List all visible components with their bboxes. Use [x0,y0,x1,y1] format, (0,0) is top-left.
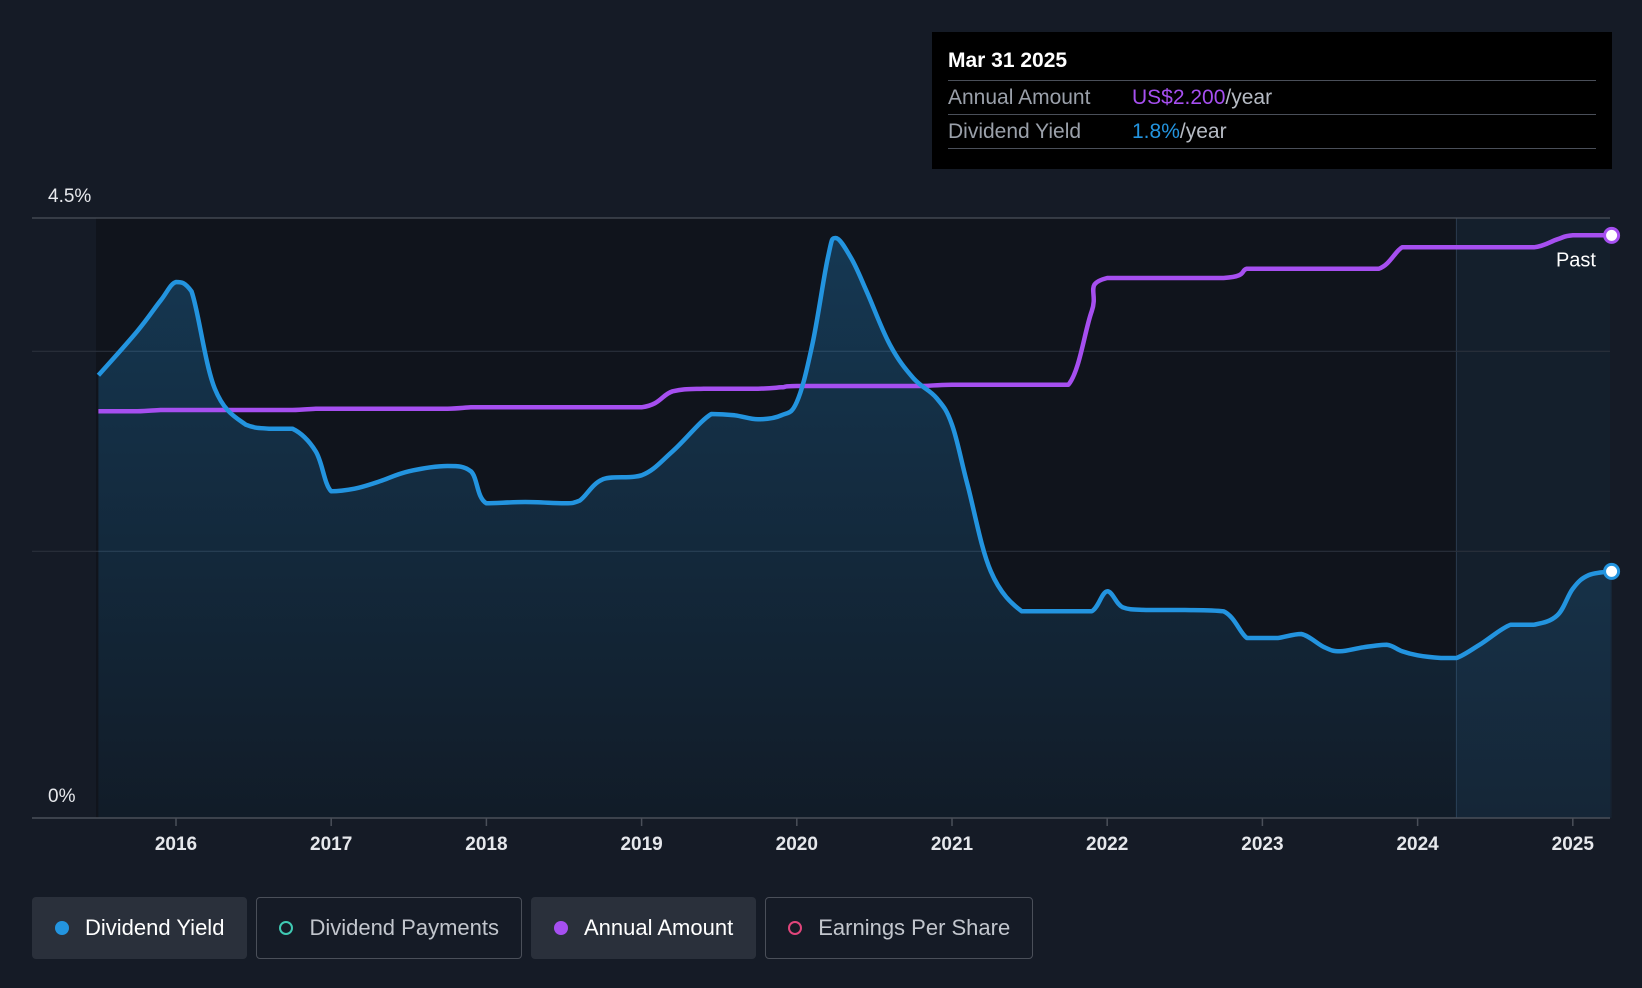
tooltip-value: US$2.200 [1132,86,1226,109]
legend-label: Dividend Payments [309,915,499,940]
annual-amount-line [98,233,1612,414]
x-tick-label: 2023 [1241,834,1283,855]
legend-label: Dividend Yield [85,915,225,940]
legend-label: Annual Amount [583,915,734,940]
x-tick-label: 2021 [931,834,974,855]
annual-amount-end-marker[interactable] [1603,226,1621,244]
tooltip: Mar 31 2025 Annual Amount US$2.200 /year… [932,32,1612,169]
x-tick-label: 2025 [1552,834,1595,855]
dividend-yield-line [96,235,1613,661]
tooltip-row-annual-amount: Annual Amount US$2.200 /year [948,80,1596,114]
legend: Dividend Yield Dividend Payments Annual … [32,897,1034,959]
dividend-yield-area [98,238,1612,818]
legend-dividend-yield[interactable]: Dividend Yield [32,897,248,959]
dot-icon [55,921,69,935]
y-tick-label: 0% [48,786,76,807]
past-label: Past [1556,249,1596,271]
y-tick-label: 4.5% [48,186,91,207]
circle-outline-icon [279,921,294,935]
x-tick-label: 2017 [310,834,352,855]
x-tick-label: 2019 [620,834,662,855]
circle-outline-icon [788,921,803,935]
x-tick-label: 2018 [465,834,507,855]
legend-earnings-per-share[interactable]: Earnings Per Share [765,897,1034,959]
dot-icon [553,921,568,935]
tooltip-value: 1.8% [1132,120,1180,143]
tooltip-unit: /year [1225,86,1273,109]
tooltip-label: Annual Amount [948,86,1091,109]
dividend-yield-end-marker[interactable] [1603,562,1621,580]
tooltip-row-dividend-yield: Dividend Yield 1.8% /year [948,114,1596,149]
x-tick-label: 2016 [155,834,197,855]
x-tick-label: 2020 [776,834,818,855]
tooltip-unit: /year [1179,120,1227,143]
x-tick-label: 2022 [1086,834,1128,855]
x-tick-label: 2024 [1396,834,1439,855]
legend-label: Earnings Per Share [818,915,1011,940]
tooltip-date: Mar 31 2025 [948,49,1068,72]
legend-dividend-payments[interactable]: Dividend Payments [256,897,522,959]
legend-annual-amount[interactable]: Annual Amount [530,897,757,959]
tooltip-label: Dividend Yield [948,120,1082,143]
